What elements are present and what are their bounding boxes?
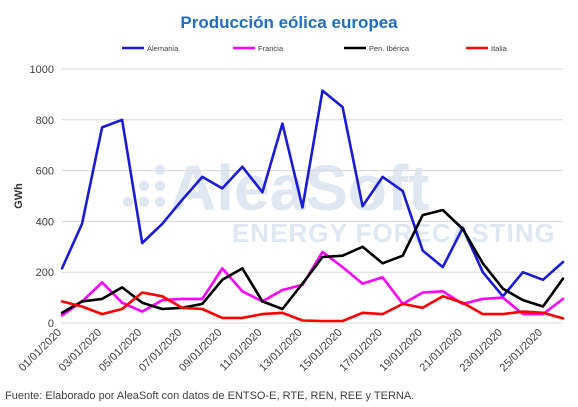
series-line-francia bbox=[60, 250, 565, 317]
legend-label: Alemania bbox=[147, 44, 179, 53]
y-tick-label: 1000 bbox=[30, 64, 54, 76]
y-tick-label: 600 bbox=[36, 166, 54, 178]
legend-label: Italia bbox=[491, 44, 508, 53]
x-tick-label: 09/01/2020 bbox=[177, 327, 224, 374]
y-tick-label: 0 bbox=[48, 318, 54, 330]
series-line-pen-ib-rica bbox=[60, 208, 565, 315]
y-tick-label: 400 bbox=[36, 216, 54, 228]
series-line-alemania bbox=[60, 89, 565, 298]
chart-title: Producción eólica europea bbox=[180, 13, 398, 32]
y-axis-ticks: 0 200 400 600 800 1000 bbox=[30, 64, 54, 330]
series-line-italia bbox=[60, 291, 565, 323]
y-tick-label: 200 bbox=[36, 267, 54, 279]
chart-svg: AleaSoft ENERGY FORECASTING Producción e… bbox=[13, 13, 565, 374]
legend-label: Francia bbox=[258, 44, 284, 53]
x-tick-label: 25/01/2020 bbox=[498, 327, 545, 374]
y-tick-label: 800 bbox=[36, 115, 54, 127]
y-axis-label: GWh bbox=[13, 183, 25, 209]
series-lines bbox=[60, 89, 565, 323]
x-axis-ticks: 01/01/202003/01/202005/01/202007/01/2020… bbox=[17, 327, 545, 374]
watermark-logo-dots bbox=[123, 165, 165, 207]
watermark-tagline: ENERGY FORECASTING bbox=[232, 218, 556, 248]
watermark: AleaSoft ENERGY FORECASTING bbox=[123, 152, 556, 248]
legend: Alemania Francia Pen. Ibérica Italia bbox=[122, 44, 508, 53]
legend-label: Pen. Ibérica bbox=[369, 44, 410, 53]
source-note: Fuente: Elaborado por AleaSoft con datos… bbox=[5, 390, 415, 402]
watermark-brand: AleaSoft bbox=[170, 152, 430, 224]
